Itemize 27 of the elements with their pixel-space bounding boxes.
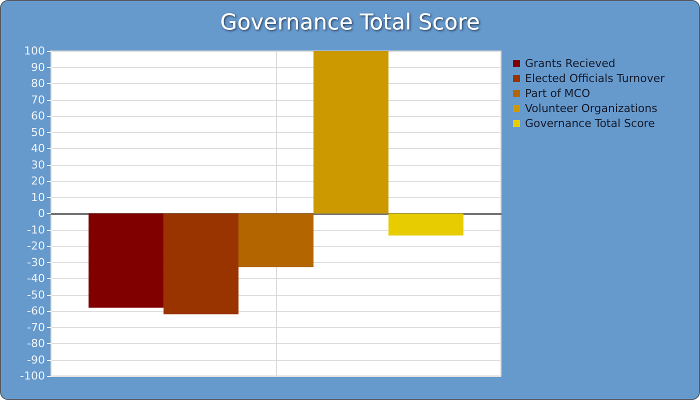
y-tick-label: -100 bbox=[20, 370, 45, 382]
y-tick-label: -30 bbox=[27, 256, 45, 269]
legend-label: Governance Total Score bbox=[525, 117, 656, 130]
legend-label: Elected Officials Turnover bbox=[525, 72, 666, 85]
y-tick-label: -20 bbox=[27, 240, 45, 252]
y-tick-label: -60 bbox=[27, 304, 45, 318]
y-tick-label: 0 bbox=[38, 207, 45, 220]
y-tick-label: -90 bbox=[27, 353, 45, 366]
y-tick-label: -50 bbox=[27, 288, 45, 302]
y-tick-label: 70 bbox=[31, 93, 45, 106]
y-tick-label: 90 bbox=[31, 60, 45, 74]
y-tick-label: 30 bbox=[31, 158, 45, 172]
y-tick-label: 100 bbox=[24, 44, 45, 58]
y-tick-label: 40 bbox=[31, 142, 45, 155]
chart-title: Governance Total Score bbox=[220, 10, 480, 36]
y-tick-label: 60 bbox=[31, 110, 45, 122]
y-tick-label: -70 bbox=[27, 320, 45, 334]
y-tick-label: 50 bbox=[31, 126, 45, 139]
y-tick-label: 80 bbox=[31, 77, 45, 90]
legend-label: Volunteer Organizations bbox=[525, 102, 658, 115]
y-tick-label: -80 bbox=[27, 337, 45, 350]
y-tick-label: -10 bbox=[27, 223, 45, 236]
y-tick-label: 20 bbox=[31, 174, 45, 188]
legend-label: Grants Recieved bbox=[525, 57, 616, 70]
legend-label: Part of MCO bbox=[525, 87, 590, 100]
y-tick-label: 10 bbox=[31, 190, 45, 204]
y-tick-label: -40 bbox=[27, 272, 45, 285]
